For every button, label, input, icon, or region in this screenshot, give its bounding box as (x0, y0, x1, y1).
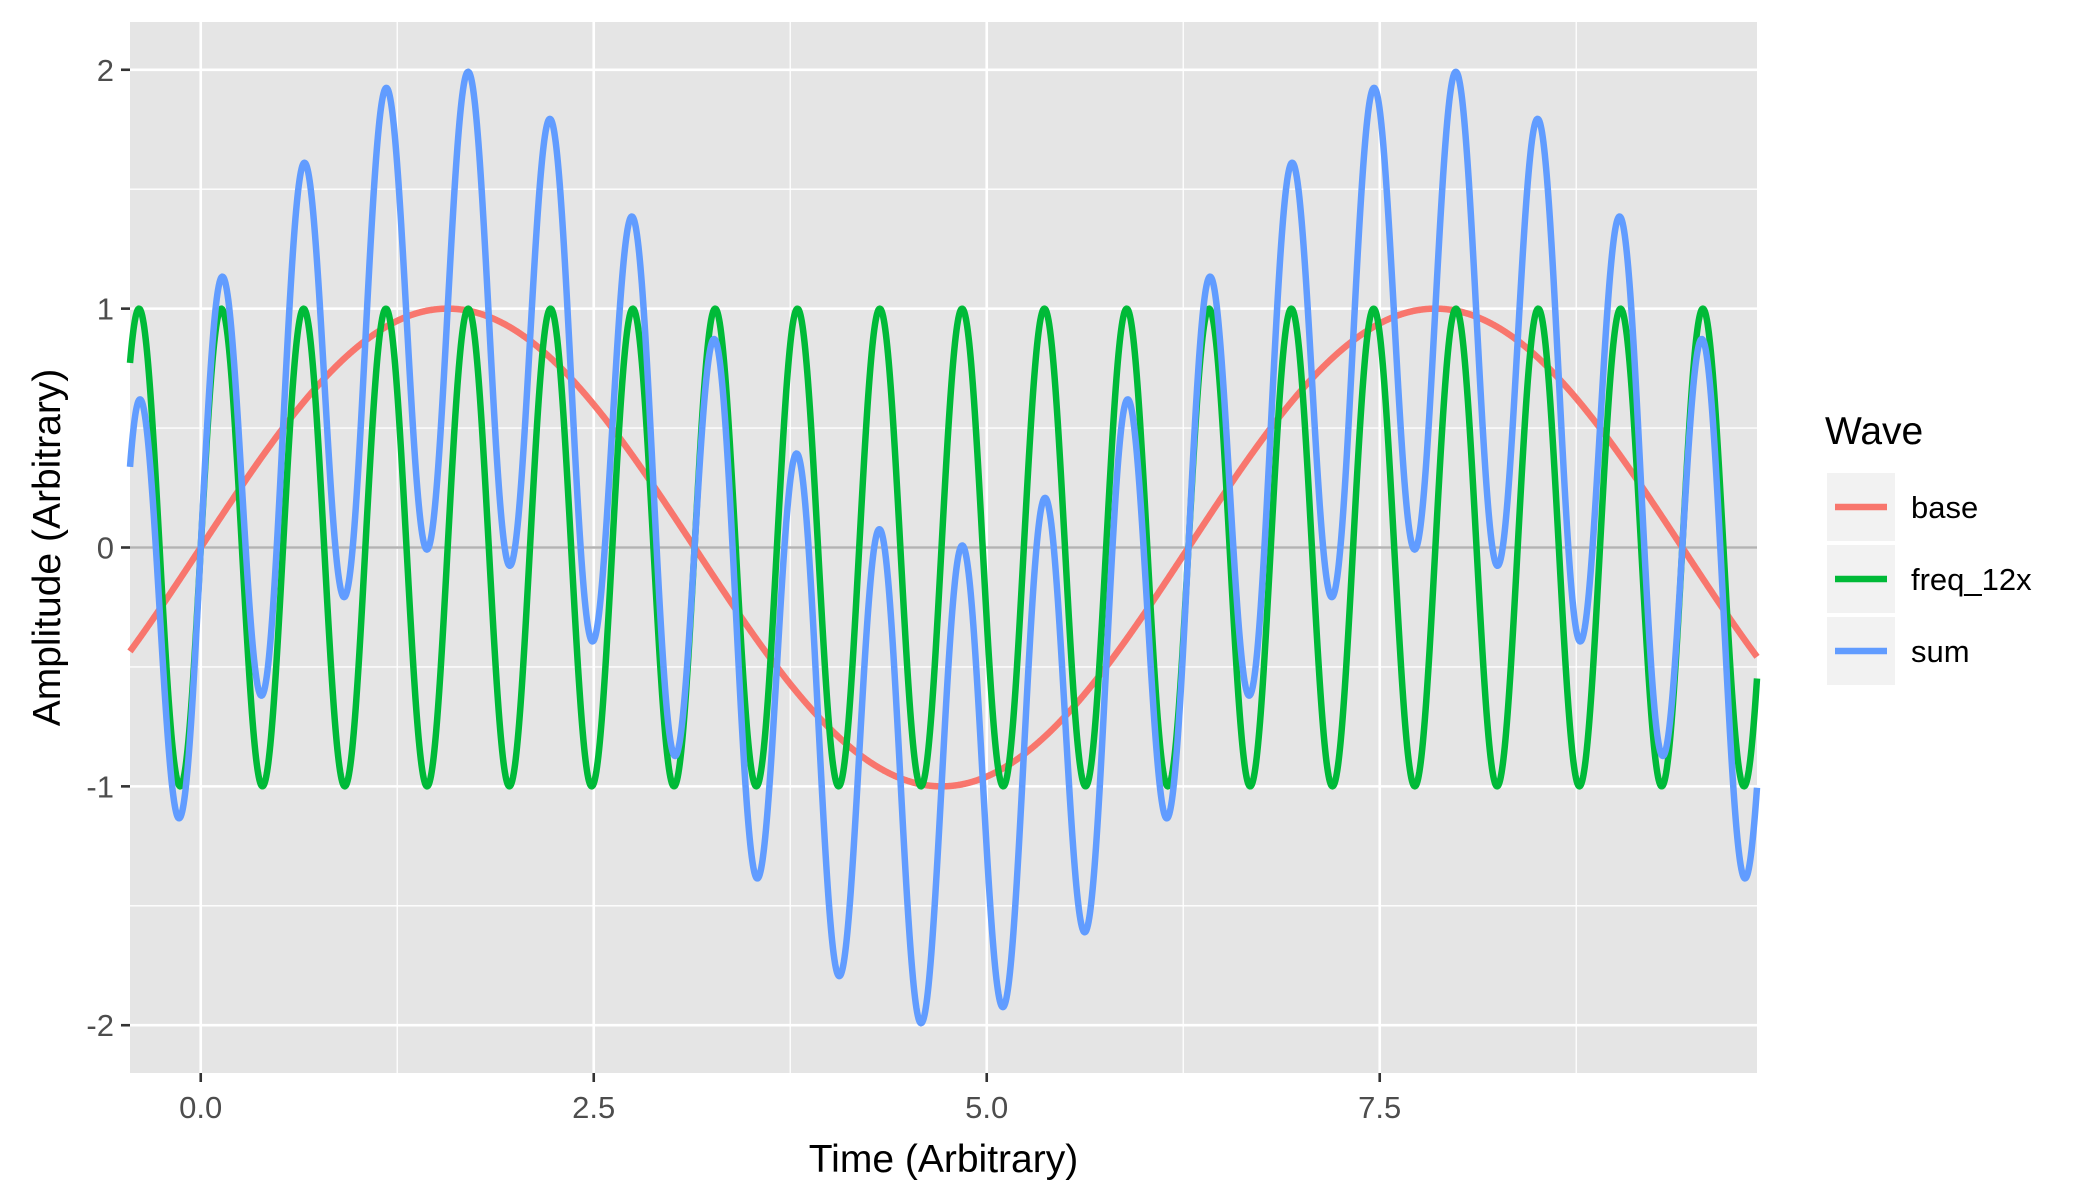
legend-label-sum: sum (1911, 634, 1970, 669)
x-tick-label: 2.5 (572, 1090, 615, 1125)
x-axis: 0.0 2.5 5.0 7.5 (179, 1073, 1401, 1125)
y-tick-label: 2 (97, 53, 114, 88)
y-tick-label: -2 (86, 1008, 114, 1043)
x-tick-label: 5.0 (965, 1090, 1008, 1125)
y-tick-label: 1 (97, 292, 114, 327)
legend-label-freq_12x: freq_12x (1911, 562, 2032, 597)
series-layer (126, 68, 1761, 1027)
y-tick-label: 0 (97, 531, 114, 566)
x-axis-title: Time (Arbitrary) (809, 1138, 1078, 1181)
series-line-freq_12x (126, 305, 1761, 790)
y-axis: -2 -1 0 1 2 (86, 53, 130, 1043)
legend-title: Wave (1825, 410, 1923, 453)
series-line-sum (126, 68, 1761, 1027)
y-axis-title: Amplitude (Arbitrary) (26, 369, 69, 727)
x-tick-label: 7.5 (1358, 1090, 1401, 1125)
y-tick-label: -1 (86, 769, 114, 804)
legend-label-base: base (1911, 490, 1978, 525)
x-tick-label: 0.0 (179, 1090, 222, 1125)
